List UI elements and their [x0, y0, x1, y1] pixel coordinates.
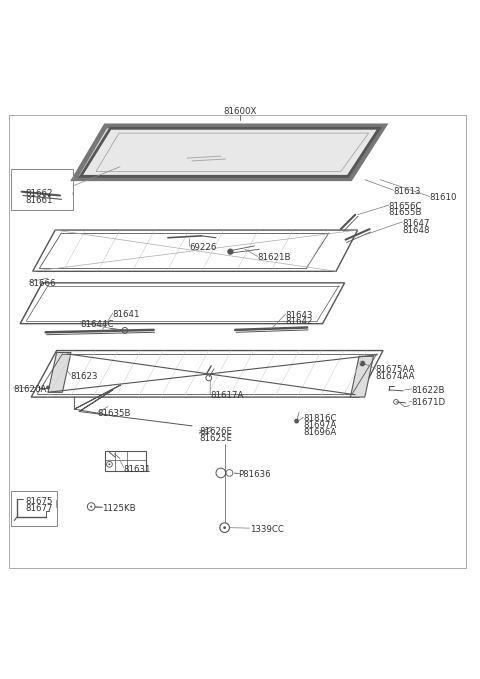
Text: 81697A: 81697A — [303, 421, 336, 430]
Text: 81623: 81623 — [71, 372, 98, 381]
Text: 81641: 81641 — [113, 310, 140, 319]
Text: 81621B: 81621B — [258, 253, 291, 262]
Text: 81617A: 81617A — [210, 391, 244, 400]
Text: 81655B: 81655B — [389, 208, 422, 217]
Circle shape — [223, 526, 226, 529]
Text: 81662: 81662 — [25, 189, 52, 198]
Text: 69226: 69226 — [190, 243, 217, 252]
Text: 81816C: 81816C — [303, 414, 337, 423]
Text: 81642: 81642 — [286, 317, 313, 326]
Text: 81647: 81647 — [402, 219, 430, 228]
Text: 81644C: 81644C — [81, 320, 114, 329]
Text: 81674AA: 81674AA — [375, 372, 415, 381]
Text: 81625E: 81625E — [199, 434, 232, 443]
Polygon shape — [81, 128, 379, 177]
Text: 81622B: 81622B — [412, 386, 445, 395]
Text: 81666: 81666 — [29, 279, 56, 288]
Text: 81610: 81610 — [430, 194, 457, 202]
Circle shape — [360, 361, 365, 367]
Polygon shape — [74, 126, 384, 179]
Text: 81631: 81631 — [124, 464, 151, 473]
Text: 81661: 81661 — [25, 196, 52, 205]
Circle shape — [228, 249, 233, 254]
Text: 81675AA: 81675AA — [375, 365, 415, 374]
Text: 81626E: 81626E — [199, 427, 232, 436]
Text: 81656C: 81656C — [389, 202, 422, 210]
Text: 81643: 81643 — [286, 311, 313, 320]
Text: 81696A: 81696A — [303, 428, 336, 437]
Circle shape — [294, 419, 299, 424]
Text: 81635B: 81635B — [97, 409, 131, 418]
Text: 1125KB: 1125KB — [102, 504, 136, 513]
Text: 81600X: 81600X — [223, 107, 257, 117]
Text: 81677: 81677 — [25, 504, 52, 513]
Circle shape — [90, 506, 92, 507]
Text: 1339CC: 1339CC — [250, 525, 284, 534]
Circle shape — [46, 386, 50, 390]
Text: 81675: 81675 — [25, 497, 52, 506]
Text: 81613: 81613 — [394, 187, 421, 196]
Text: 81648: 81648 — [402, 225, 430, 234]
Text: 81671D: 81671D — [412, 399, 446, 407]
Text: P81636: P81636 — [239, 471, 271, 479]
Polygon shape — [48, 352, 71, 392]
Text: 81620A: 81620A — [13, 385, 47, 394]
Polygon shape — [350, 356, 373, 397]
Circle shape — [108, 463, 110, 465]
